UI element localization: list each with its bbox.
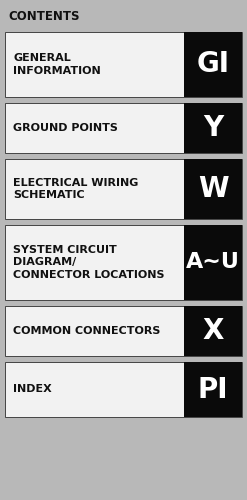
Bar <box>5 103 242 153</box>
Bar <box>5 306 242 356</box>
Bar <box>5 32 242 97</box>
Text: COMMON CONNECTORS: COMMON CONNECTORS <box>13 326 160 336</box>
Text: W: W <box>198 175 228 203</box>
Bar <box>5 362 242 417</box>
Bar <box>184 103 242 153</box>
Text: GENERAL
INFORMATION: GENERAL INFORMATION <box>13 54 101 76</box>
Bar <box>184 225 242 300</box>
Text: GI: GI <box>197 50 229 78</box>
Bar <box>5 225 242 300</box>
Bar <box>5 159 242 219</box>
Text: Y: Y <box>203 114 223 142</box>
Text: ELECTRICAL WIRING
SCHEMATIC: ELECTRICAL WIRING SCHEMATIC <box>13 178 138 200</box>
Text: CONTENTS: CONTENTS <box>8 10 80 23</box>
Text: X: X <box>202 317 224 345</box>
Text: PI: PI <box>198 376 228 404</box>
Bar <box>184 362 242 417</box>
Text: A~U: A~U <box>186 252 240 272</box>
Bar <box>184 159 242 219</box>
Bar <box>184 306 242 356</box>
Text: INDEX: INDEX <box>13 384 52 394</box>
Text: SYSTEM CIRCUIT
DIAGRAM/
CONNECTOR LOCATIONS: SYSTEM CIRCUIT DIAGRAM/ CONNECTOR LOCATI… <box>13 245 165 280</box>
Text: GROUND POINTS: GROUND POINTS <box>13 123 118 133</box>
Bar <box>184 32 242 97</box>
